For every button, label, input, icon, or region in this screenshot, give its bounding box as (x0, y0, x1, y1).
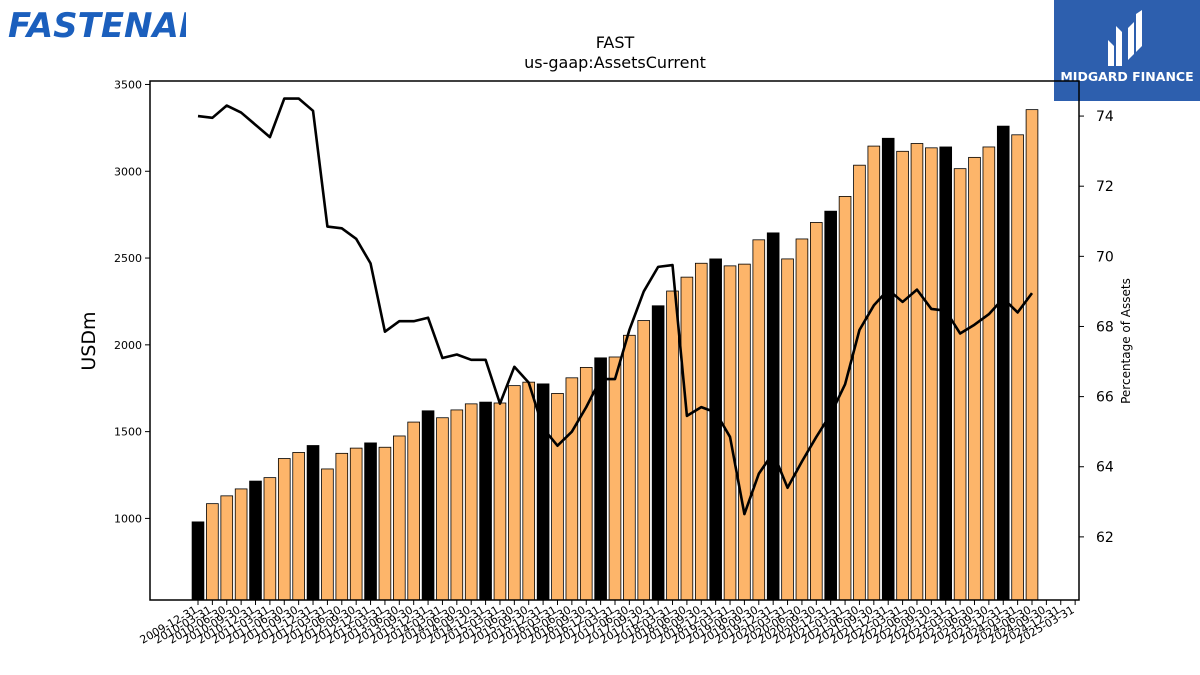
bar-2018-03-31 (666, 290, 679, 601)
y-axis-label: USDm (78, 311, 100, 370)
bar-2015-06-30 (508, 385, 521, 601)
bar-2015-09-30 (522, 381, 536, 601)
bar-2013-09-30 (407, 421, 420, 601)
bar-2010-12-31 (249, 480, 262, 601)
bar-2012-06-30 (335, 452, 349, 601)
chart-title: FAST (596, 33, 635, 52)
midgard-finance-logo: MIDGARD FINANCE (1054, 0, 1200, 101)
bar-2014-03-31 (436, 417, 449, 601)
bar-2014-06-30 (450, 409, 464, 601)
bar-2017-09-30 (637, 320, 651, 601)
y-tick-label: 2500 (114, 252, 142, 265)
bar-2011-03-31 (263, 477, 277, 601)
svg-text:FASTENAL: FASTENAL (8, 6, 186, 46)
bar-2010-06-30 (220, 495, 234, 601)
y2-tick-label: 72 (1096, 179, 1114, 195)
bar-2022-03-31 (896, 150, 909, 601)
bar-2019-06-30 (738, 263, 751, 601)
y-tick-label: 3000 (114, 165, 142, 178)
bar-2014-09-30 (464, 403, 478, 601)
bar-2018-06-30 (680, 276, 694, 601)
bar-2013-06-30 (393, 435, 406, 601)
y2-tick-label: 64 (1096, 460, 1114, 476)
bar-2019-03-31 (723, 265, 737, 601)
bar-2017-03-31 (608, 356, 622, 601)
chart-subtitle: us-gaap:AssetsCurrent (524, 53, 706, 72)
bar-2022-06-30 (910, 143, 924, 601)
bar-2022-12-31 (939, 146, 953, 601)
bar-2016-03-31 (551, 393, 564, 601)
bar-2010-09-30 (234, 488, 248, 601)
bar-2016-09-30 (579, 366, 593, 601)
bar-2024-03-31 (1011, 134, 1024, 601)
bar-2021-03-31 (838, 196, 852, 601)
bar-2011-06-30 (277, 458, 291, 601)
svg-text:MIDGARD FINANCE: MIDGARD FINANCE (1060, 69, 1193, 84)
percentage-line (197, 97, 1034, 516)
bar-2012-12-31 (364, 442, 377, 601)
bar-2014-12-31 (479, 401, 492, 601)
y-tick-label: 1500 (114, 426, 142, 439)
bar-2012-09-30 (349, 447, 363, 601)
y-tick-label: 3500 (114, 78, 142, 91)
bar-2010-03-31 (206, 503, 219, 601)
bar-2012-03-31 (321, 468, 334, 601)
bar-2022-09-30 (925, 147, 938, 601)
bar-2024-06-30 (1025, 109, 1039, 601)
bar-2020-06-30 (795, 238, 809, 601)
bar-2009-12-31 (191, 521, 205, 601)
bar-2021-12-31 (881, 137, 895, 601)
bar-2016-12-31 (594, 357, 607, 601)
y-tick-label: 2000 (114, 339, 142, 352)
bar-2023-12-31 (996, 125, 1010, 601)
bar-2011-09-30 (292, 452, 305, 601)
y2-tick-label: 70 (1096, 249, 1114, 265)
y2-axis-label: Percentage of Assets (1119, 278, 1133, 404)
bar-2018-12-31 (709, 258, 722, 601)
bar-2017-06-30 (623, 334, 636, 601)
bar-2020-03-31 (781, 258, 794, 601)
y2-tick-label: 74 (1096, 109, 1114, 125)
bar-2021-06-30 (853, 164, 866, 601)
y2-tick-label: 62 (1096, 530, 1114, 546)
bar-2018-09-30 (694, 262, 708, 601)
bar-2023-09-30 (982, 146, 996, 601)
bar-2020-09-30 (810, 222, 823, 601)
y2-tick-label: 68 (1096, 319, 1114, 335)
y-tick-label: 1000 (114, 512, 142, 525)
bar-2013-03-31 (378, 446, 392, 601)
bar-2013-12-31 (421, 410, 435, 601)
bar-2023-06-30 (968, 156, 981, 601)
bar-2021-09-30 (867, 145, 881, 601)
bar-2016-06-30 (565, 377, 579, 601)
bar-2019-09-30 (752, 239, 766, 601)
y2-tick-label: 66 (1096, 390, 1114, 406)
bar-2023-03-31 (953, 168, 967, 601)
bar-2011-12-31 (306, 445, 320, 601)
bar-2015-03-31 (493, 402, 507, 601)
bar-2019-12-31 (766, 232, 780, 601)
fastenal-logo: FASTENAL (6, 2, 201, 46)
bar-2017-12-31 (651, 305, 665, 601)
